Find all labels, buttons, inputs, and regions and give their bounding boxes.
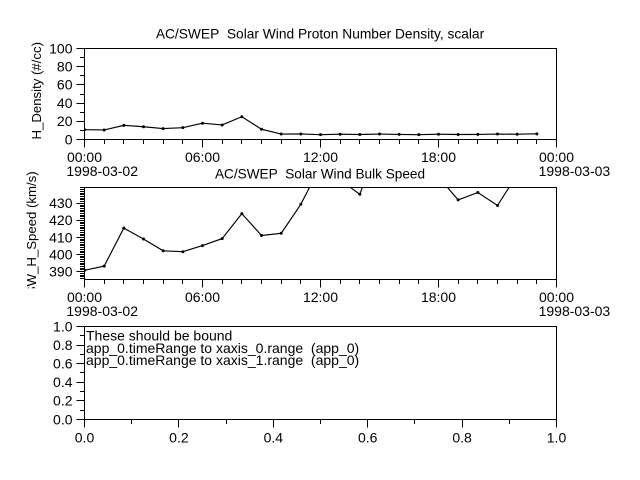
svg-text:390: 390 (49, 263, 73, 279)
svg-text:0.6: 0.6 (358, 430, 378, 446)
svg-text:1998-03-02: 1998-03-02 (66, 303, 138, 319)
svg-text:1998-03-03: 1998-03-03 (539, 303, 611, 319)
svg-text:80: 80 (57, 59, 73, 75)
svg-text:0.2: 0.2 (169, 430, 189, 446)
svg-text:0: 0 (65, 131, 73, 147)
svg-text:12:00: 12:00 (303, 149, 338, 165)
svg-text:0.0: 0.0 (53, 411, 73, 427)
svg-text:app_0.timeRange to xaxis_1.ran: app_0.timeRange to xaxis_1.range (app_0) (86, 352, 359, 368)
svg-text:00:00: 00:00 (67, 289, 102, 305)
svg-text:20: 20 (57, 113, 73, 129)
svg-text:app_0.timeRange to xaxis_0.ran: app_0.timeRange to xaxis_0.range (app_0) (86, 340, 359, 356)
svg-text:0.6: 0.6 (53, 356, 73, 372)
svg-text:18:00: 18:00 (421, 149, 456, 165)
svg-text:0.2: 0.2 (53, 393, 73, 409)
svg-text:0.4: 0.4 (264, 430, 284, 446)
svg-text:00:00: 00:00 (67, 149, 102, 165)
svg-text:1.0: 1.0 (547, 430, 567, 446)
svg-text:AC/SWEP Solar Wind Bulk Speed: AC/SWEP Solar Wind Bulk Speed (215, 166, 425, 181)
svg-text:1.0: 1.0 (53, 318, 73, 334)
svg-text:06:00: 06:00 (185, 149, 220, 165)
svg-text:AC/SWEP Solar Wind Proton Num: AC/SWEP Solar Wind Proton Number Density… (156, 27, 485, 42)
svg-text:0.8: 0.8 (452, 430, 472, 446)
svg-text:SW_H_Speed (km/s): SW_H_Speed (km/s) (24, 171, 39, 295)
svg-text:0.0: 0.0 (75, 430, 95, 446)
svg-text:00:00: 00:00 (539, 149, 574, 165)
svg-text:0.8: 0.8 (53, 337, 73, 353)
svg-text:40: 40 (57, 95, 73, 111)
svg-text:18:00: 18:00 (421, 289, 456, 305)
svg-text:06:00: 06:00 (185, 289, 220, 305)
svg-text:These should be bound: These should be bound (86, 328, 232, 344)
svg-text:1998-03-02: 1998-03-02 (66, 163, 138, 179)
svg-text:400: 400 (49, 246, 73, 262)
svg-text:00:00: 00:00 (539, 289, 574, 305)
svg-text:430: 430 (49, 195, 73, 211)
svg-text:H_Density (#/cc): H_Density (#/cc) (29, 42, 44, 139)
svg-text:100: 100 (49, 40, 73, 56)
svg-text:0.4: 0.4 (53, 374, 73, 390)
svg-text:420: 420 (49, 212, 73, 228)
svg-text:410: 410 (49, 229, 73, 245)
svg-text:60: 60 (57, 77, 73, 93)
svg-text:1998-03-03: 1998-03-03 (539, 163, 611, 179)
svg-text:12:00: 12:00 (303, 289, 338, 305)
